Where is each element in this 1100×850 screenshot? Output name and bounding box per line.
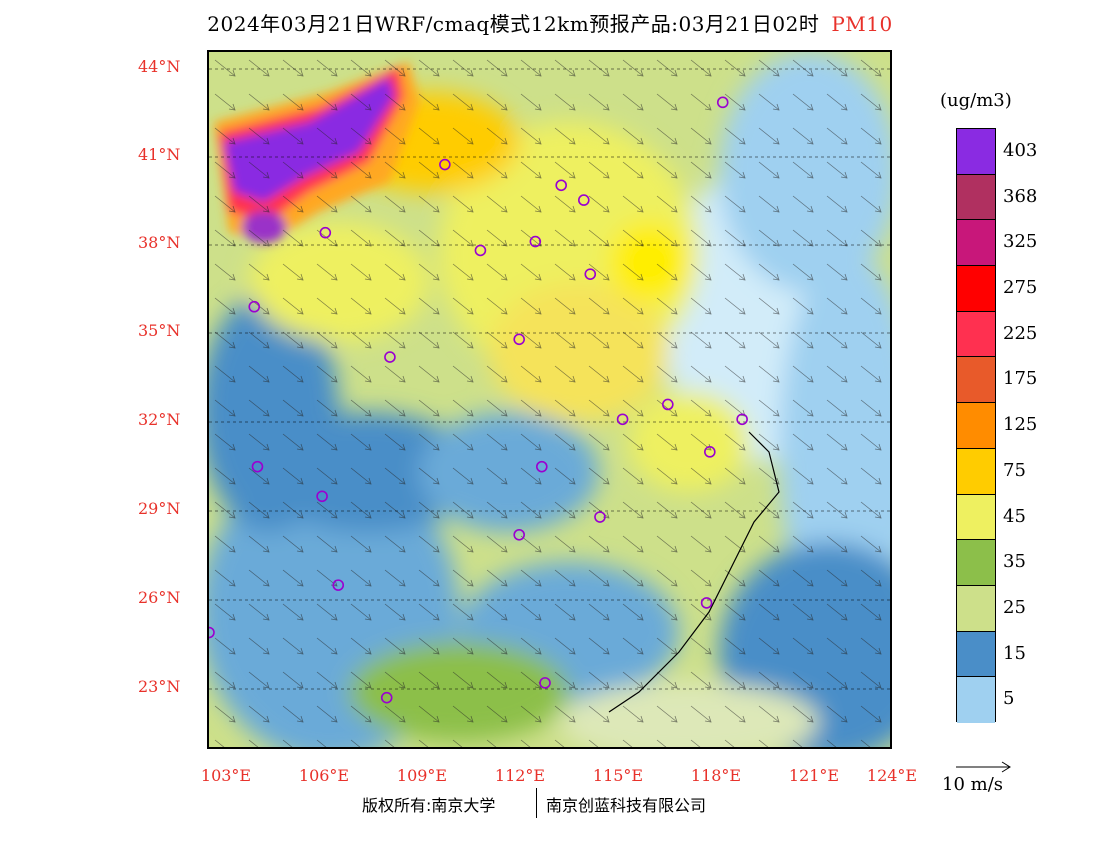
forecast-map xyxy=(207,50,892,749)
city-marker xyxy=(384,351,396,363)
wind-scale-arrow-icon xyxy=(956,761,1011,773)
city-marker xyxy=(555,179,567,192)
city-marker xyxy=(529,235,542,248)
lon-label-124: 124°E xyxy=(866,766,918,785)
city-marker xyxy=(439,158,451,171)
city-marker xyxy=(716,96,729,109)
color-bar-label: 275 xyxy=(1003,277,1038,299)
city-marker xyxy=(584,268,597,280)
color-bar-band xyxy=(957,357,995,404)
color-bar-label: 368 xyxy=(1003,185,1038,207)
color-bar-band xyxy=(957,585,995,632)
color-bar-band xyxy=(957,266,995,312)
page-title: 2024年03月21日WRF/cmaq模式12km预报产品:03月21日02时 P… xyxy=(0,8,1100,37)
lat-label-26: 26°N xyxy=(138,588,181,607)
color-bar xyxy=(956,128,996,723)
wind-scale-label: 10 m/s xyxy=(942,774,1003,795)
color-bar-label: 5 xyxy=(1003,688,1015,710)
title-main: 2024年03月21日WRF/cmaq模式12km预报产品:03月21日02时 xyxy=(207,12,820,36)
color-bar-band xyxy=(957,311,995,358)
city-marker xyxy=(704,446,716,458)
coastline xyxy=(608,431,780,713)
map-canvas xyxy=(209,52,890,747)
color-bar-band xyxy=(957,494,995,541)
lat-label-44: 44°N xyxy=(138,57,181,76)
city-marker xyxy=(474,244,487,257)
color-bar-band xyxy=(957,174,995,221)
lon-label-115: 115°E xyxy=(592,766,644,785)
city-marker xyxy=(594,511,606,523)
copyright-separator xyxy=(536,788,537,818)
city-marker xyxy=(380,691,393,704)
color-bar-label: 35 xyxy=(1003,551,1026,573)
city-marker xyxy=(616,413,629,426)
color-bar-label: 325 xyxy=(1003,231,1038,253)
city-marker xyxy=(209,626,215,639)
lat-label-23: 23°N xyxy=(138,677,181,696)
wind-scale: 10 m/s xyxy=(942,760,1014,795)
city-marker xyxy=(536,460,548,473)
copyright-left: 版权所有:南京大学 xyxy=(362,796,496,815)
lat-label-32: 32°N xyxy=(138,410,181,429)
city-marker xyxy=(251,460,264,473)
lat-label-41: 41°N xyxy=(138,145,181,164)
lat-label-35: 35°N xyxy=(138,321,181,340)
city-marker xyxy=(578,194,590,206)
lon-label-112: 112°E xyxy=(494,766,546,785)
title-species: PM10 xyxy=(831,12,893,36)
city-marker xyxy=(700,597,713,609)
graticule xyxy=(209,68,890,690)
lon-label-118: 118°E xyxy=(690,766,742,785)
color-bar-label: 15 xyxy=(1003,642,1026,664)
color-bar-band xyxy=(957,631,995,678)
color-bar-label: 45 xyxy=(1003,505,1026,527)
color-bar-label: 403 xyxy=(1003,140,1038,161)
lat-label-38: 38°N xyxy=(138,233,181,252)
lon-label-103: 103°E xyxy=(200,766,252,785)
city-markers xyxy=(209,96,748,704)
city-marker xyxy=(513,333,525,346)
color-bar-band xyxy=(957,129,995,175)
color-bar-band xyxy=(957,448,995,495)
color-bar-label: 125 xyxy=(1003,414,1038,436)
color-bar-label: 175 xyxy=(1003,368,1038,390)
color-bar-band xyxy=(957,677,995,723)
city-marker xyxy=(539,677,551,689)
color-bar-band xyxy=(957,220,995,267)
city-marker xyxy=(319,226,332,239)
color-bar-label: 25 xyxy=(1003,596,1026,618)
lon-label-106: 106°E xyxy=(298,766,350,785)
city-marker xyxy=(662,398,674,411)
city-marker xyxy=(332,579,345,591)
city-marker xyxy=(316,490,328,503)
color-bar-band xyxy=(957,403,995,449)
lon-label-109: 109°E xyxy=(396,766,448,785)
legend-unit: (ug/m3) xyxy=(940,90,1012,111)
color-bar-label: 225 xyxy=(1003,322,1038,344)
color-bar-band xyxy=(957,540,995,586)
lon-label-121: 121°E xyxy=(788,766,840,785)
city-marker xyxy=(248,300,261,313)
city-marker xyxy=(513,528,525,541)
color-bar-label: 75 xyxy=(1003,459,1026,481)
city-marker xyxy=(736,413,748,426)
copyright-right: 南京创蓝科技有限公司 xyxy=(546,796,707,815)
lat-label-29: 29°N xyxy=(138,499,181,518)
